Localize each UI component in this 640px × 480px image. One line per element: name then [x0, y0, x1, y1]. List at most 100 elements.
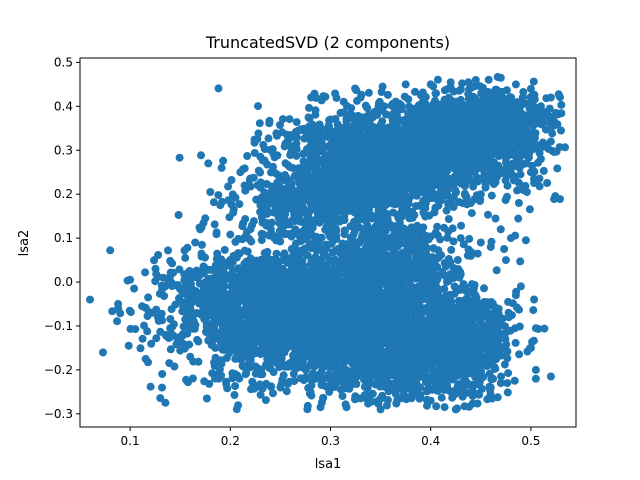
scatter-point: [230, 391, 239, 399]
scatter-point: [431, 89, 440, 98]
scatter-point: [389, 170, 398, 179]
scatter-point: [158, 383, 166, 392]
scatter-point: [392, 141, 401, 150]
scatter-point: [279, 228, 287, 237]
scatter-point: [400, 174, 409, 183]
scatter-point: [445, 132, 454, 141]
scatter-point: [311, 106, 320, 115]
scatter-point: [334, 129, 342, 138]
scatter-point: [182, 375, 191, 384]
scatter-point: [543, 179, 552, 187]
scatter-point: [197, 151, 205, 160]
scatter-point: [482, 161, 490, 170]
scatter-point: [275, 358, 284, 367]
scatter-point: [501, 196, 510, 205]
scatter-point: [557, 100, 566, 109]
scatter-point: [529, 121, 538, 130]
scatter-point: [214, 84, 223, 93]
scatter-point: [313, 176, 322, 185]
scatter-point: [328, 183, 336, 192]
scatter-point: [393, 160, 402, 169]
scatter-point: [479, 99, 487, 108]
scatter-point: [241, 215, 250, 223]
scatter-point: [441, 175, 450, 183]
scatter-point: [256, 168, 265, 177]
scatter-point: [347, 158, 355, 167]
scatter-point: [475, 146, 484, 155]
scatter-point: [286, 151, 295, 160]
scatter-point: [255, 119, 264, 128]
scatter-point: [516, 141, 525, 150]
scatter-point: [409, 120, 418, 129]
scatter-point: [468, 167, 477, 176]
scatter-point: [363, 118, 372, 127]
scatter-point: [282, 199, 291, 208]
scatter-point: [464, 105, 473, 114]
scatter-point: [487, 191, 496, 200]
scatter-point: [285, 115, 294, 124]
scatter-point: [331, 89, 340, 98]
scatter-point: [529, 77, 538, 86]
scatter-point: [248, 221, 256, 230]
scatter-point: [498, 108, 507, 117]
scatter-point: [365, 162, 374, 171]
scatter-point: [341, 138, 350, 147]
scatter-point: [548, 129, 557, 138]
scatter-point: [301, 170, 310, 179]
scatter-point: [440, 106, 449, 115]
scatter-point: [316, 192, 325, 200]
scatter-point: [484, 210, 492, 219]
scatter-point: [289, 370, 298, 378]
chart-title: TruncatedSVD (2 components): [205, 33, 450, 52]
scatter-point: [533, 141, 542, 150]
scatter-point: [353, 113, 362, 122]
scatter-point: [464, 78, 473, 87]
scatter-point: [308, 154, 317, 163]
scatter-point: [267, 218, 276, 227]
scatter-point: [331, 139, 340, 148]
scatter-point: [528, 101, 537, 110]
scatter-point: [219, 156, 228, 165]
scatter-point: [428, 161, 437, 169]
scatter-point: [455, 123, 464, 132]
scatter-point: [337, 172, 346, 181]
scatter-point: [529, 114, 537, 123]
scatter-point: [285, 377, 294, 386]
scatter-point: [458, 152, 467, 161]
scatter-point: [327, 190, 335, 199]
scatter-point: [281, 187, 290, 196]
scatter-point: [473, 110, 482, 119]
scatter-point: [113, 317, 122, 326]
scatter-point: [410, 135, 419, 144]
scatter-point: [417, 127, 426, 136]
scatter-point: [340, 186, 349, 195]
scatter-point: [515, 108, 524, 117]
scatter-point: [492, 173, 501, 181]
scatter-point: [551, 192, 560, 201]
scatter-point: [508, 107, 517, 116]
scatter-point: [519, 88, 528, 96]
scatter-point: [552, 147, 561, 156]
scatter-point: [342, 117, 351, 126]
scatter-point: [502, 163, 511, 172]
scatter-point: [364, 88, 373, 97]
scatter-point: [553, 164, 562, 173]
scatter-point: [468, 144, 477, 153]
scatter-point: [245, 175, 254, 184]
scatter-point: [535, 182, 544, 191]
scatter-point: [398, 189, 407, 198]
scatter-point: [411, 87, 419, 96]
scatter-point: [450, 164, 459, 173]
scatter-point: [392, 129, 401, 137]
scatter-point: [511, 162, 520, 170]
scatter-point: [231, 382, 240, 391]
scatter-point: [484, 75, 493, 84]
scatter-point: [376, 130, 385, 139]
scatter-point: [243, 152, 252, 160]
scatter-point: [537, 117, 546, 126]
scatter-point: [254, 102, 262, 111]
scatter-point: [131, 325, 140, 334]
scatter-point: [482, 117, 491, 126]
scatter-point: [488, 148, 497, 157]
scatter-point: [498, 140, 507, 149]
